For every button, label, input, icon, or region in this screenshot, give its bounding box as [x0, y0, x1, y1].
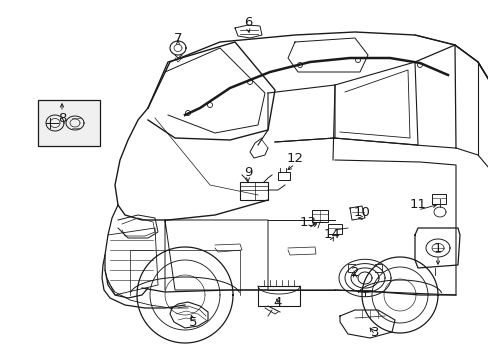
Text: 4: 4: [273, 296, 282, 309]
Bar: [431, 194, 445, 204]
Text: 14: 14: [323, 229, 340, 242]
Text: 1: 1: [433, 242, 441, 255]
Text: 2: 2: [350, 266, 359, 279]
Bar: [38, 100, 100, 146]
Bar: [240, 182, 267, 200]
Bar: [258, 286, 299, 306]
Text: 6: 6: [244, 15, 252, 28]
Text: 3: 3: [370, 325, 379, 338]
Bar: [311, 210, 327, 222]
Text: 11: 11: [408, 198, 426, 211]
Text: 9: 9: [244, 166, 252, 179]
Bar: [327, 224, 341, 234]
Text: 12: 12: [286, 152, 303, 165]
Text: 10: 10: [353, 206, 370, 219]
Text: 8: 8: [58, 112, 66, 125]
Bar: [278, 172, 289, 180]
Text: 7: 7: [173, 31, 182, 45]
Text: 5: 5: [188, 316, 197, 329]
Text: 13: 13: [299, 216, 316, 229]
